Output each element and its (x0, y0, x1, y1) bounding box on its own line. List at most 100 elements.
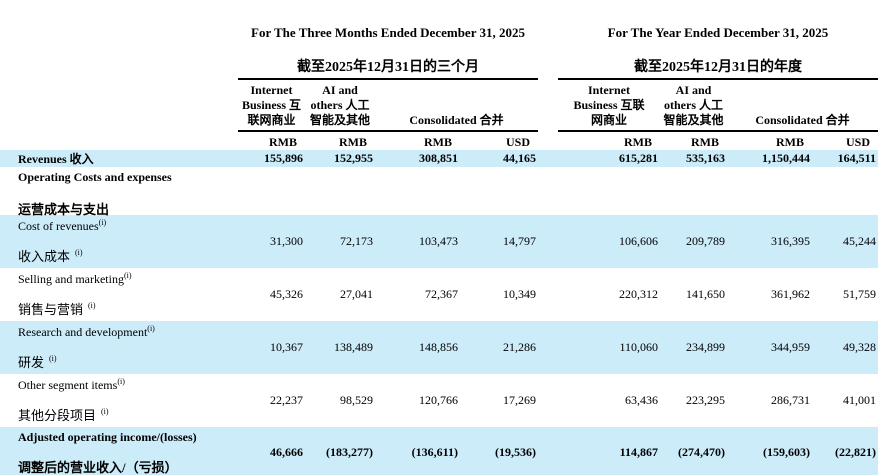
row-label: Adjusted operating income/(losses) 调整后的营业… (0, 430, 238, 475)
value-cell: 223,295 (686, 393, 725, 407)
currency-label: RMB (776, 135, 804, 149)
value-cell: 110,060 (619, 340, 658, 354)
row-label-en: Cost of revenues(i) (18, 217, 107, 233)
value-cell: 155,896 (264, 151, 303, 165)
value-cell: 27,041 (340, 287, 373, 301)
quarter-period-title-cn: 截至2025年12月31日的三个月 (297, 60, 479, 75)
empty-corner (0, 78, 238, 132)
section-label: Operating Costs and expenses 运营成本与支出 (0, 170, 878, 217)
currency-label: RMB (691, 135, 719, 149)
revenues-row: Revenues 收入 155,896 152,955 308,851 44,1… (0, 150, 878, 167)
currency-label: USD (505, 135, 530, 149)
year-period-title-en: For The Year Ended December 31, 2025 (607, 25, 829, 40)
expense-row: Selling and marketing(i) 销售与营销 (i) 45,326 27… (0, 268, 878, 321)
quarter-values: 22,237 98,529 120,766 17,269 (238, 393, 538, 408)
year-values: 114,867 (274,470) (159,603) (22,821) (558, 445, 878, 460)
ai-and-others-column-header: AI and others 人工 智能及其他 (309, 83, 370, 127)
quarter-values: 31,300 72,173 103,473 14,797 (238, 234, 538, 249)
value-cell: (19,536) (495, 445, 536, 459)
value-cell: 63,436 (625, 393, 658, 407)
section-label-en: Operating Costs and expenses (18, 170, 172, 184)
year-values: 106,606 209,789 316,395 45,244 (558, 234, 878, 249)
value-cell: 17,269 (503, 393, 536, 407)
value-cell: 46,666 (270, 445, 303, 459)
year-values: 220,312 141,650 361,962 51,759 (558, 287, 878, 302)
period-titles-row: For The Three Months Ended December 31, … (0, 0, 878, 78)
row-label-en: Research and development(i) (18, 323, 155, 339)
value-cell: 535,163 (686, 151, 725, 165)
quarter-column-headers: Internet Business 互 联网商业 AI and others 人… (238, 78, 538, 132)
internet-business-column-header: Internet Business 互联 网商业 (573, 83, 645, 127)
column-headers-row: Internet Business 互 联网商业 AI and others 人… (0, 78, 878, 132)
value-cell: 22,237 (270, 393, 303, 407)
ai-and-others-column-header: AI and others 人工 智能及其他 (663, 83, 724, 127)
consolidated-column-header: Consolidated 合并 (755, 113, 850, 127)
operating-costs-section-row: Operating Costs and expenses 运营成本与支出 (0, 167, 878, 217)
section-label-cn: 运营成本与支出 (18, 202, 110, 217)
footnote-marker: (i) (88, 301, 96, 311)
value-cell: 148,856 (419, 340, 458, 354)
value-cell: 44,165 (503, 151, 536, 165)
currency-label: RMB (424, 135, 452, 149)
value-cell: (274,470) (678, 445, 725, 459)
footnote-marker: (i) (98, 217, 107, 227)
expense-row: Adjusted operating income/(losses) 调整后的营业… (0, 427, 878, 475)
quarter-values: 155,896 152,955 308,851 44,165 (238, 151, 538, 166)
row-label: Research and development(i) 研发 (i) (0, 323, 238, 371)
row-label-en: Adjusted operating income/(losses) (18, 429, 197, 444)
currency-row: RMB RMB RMB USD RMB RMB RMB USD (0, 132, 878, 150)
row-label-cn: 调整后的营业收入/（亏损） (18, 459, 178, 475)
year-values: 615,281 535,163 1,150,444 164,511 (558, 151, 878, 166)
group-gap (538, 78, 558, 132)
value-cell: 103,473 (419, 234, 458, 248)
value-cell: 51,759 (843, 287, 876, 301)
quarter-values: 10,367 138,489 148,856 21,286 (238, 340, 538, 355)
value-cell: 209,789 (686, 234, 725, 248)
expense-row: Research and development(i) 研发 (i) 10,367 13… (0, 321, 878, 374)
row-label-en: Other segment items(i) (18, 376, 125, 392)
currency-label: RMB (339, 135, 367, 149)
row-label-cn: 收入成本 (i) (18, 248, 83, 264)
value-cell: (159,603) (763, 445, 810, 459)
internet-business-column-header: Internet Business 互 联网商业 (241, 83, 302, 127)
year-period-title-cn: 截至2025年12月31日的年度 (634, 60, 802, 75)
value-cell: 31,300 (270, 234, 303, 248)
value-cell: 41,001 (843, 393, 876, 407)
row-label-cn: 研发 (i) (18, 354, 57, 370)
footnote-marker: (i) (75, 248, 83, 258)
value-cell: 344,959 (771, 340, 810, 354)
value-cell: 615,281 (619, 151, 658, 165)
value-cell: 138,489 (334, 340, 373, 354)
value-cell: 45,244 (843, 234, 876, 248)
year-column-headers: Internet Business 互联 网商业 AI and others 人… (558, 78, 878, 132)
row-label-cn: 其他分段项目 (i) (18, 407, 109, 423)
value-cell: 120,766 (419, 393, 458, 407)
value-cell: 98,529 (340, 393, 373, 407)
value-cell: 72,367 (425, 287, 458, 301)
year-values: 110,060 234,899 344,959 49,328 (558, 340, 878, 355)
currency-label: USD (845, 135, 870, 149)
row-label: Selling and marketing(i) 销售与营销 (i) (0, 270, 238, 318)
value-cell: 234,899 (686, 340, 725, 354)
value-cell: 49,328 (843, 340, 876, 354)
row-label: Other segment items(i) 其他分段项目 (i) (0, 376, 238, 424)
quarter-period-title-en: For The Three Months Ended December 31, … (251, 25, 525, 40)
value-cell: (183,277) (326, 445, 373, 459)
currency-label: RMB (269, 135, 297, 149)
footnote-marker: (i) (147, 323, 155, 333)
footnote-marker: (i) (101, 407, 109, 417)
quarter-values: 46,666 (183,277) (136,611) (19,536) (238, 445, 538, 460)
quarter-currencies: RMB RMB RMB USD (238, 135, 538, 150)
value-cell: 21,286 (503, 340, 536, 354)
year-values: 63,436 223,295 286,731 41,001 (558, 393, 878, 408)
consolidated-column-header: Consolidated 合并 (409, 113, 504, 127)
value-cell: 72,173 (340, 234, 373, 248)
value-cell: 106,606 (619, 234, 658, 248)
row-label: Cost of revenues(i) 收入成本 (i) (0, 217, 238, 265)
expense-rows: Cost of revenues(i) 收入成本 (i) 31,300 72,173 10… (0, 215, 891, 475)
footnote-marker: (i) (49, 354, 57, 364)
row-label-en: Selling and marketing(i) (18, 270, 132, 286)
value-cell: 1,150,444 (762, 151, 810, 165)
expense-row: Cost of revenues(i) 收入成本 (i) 31,300 72,173 10… (0, 215, 878, 268)
